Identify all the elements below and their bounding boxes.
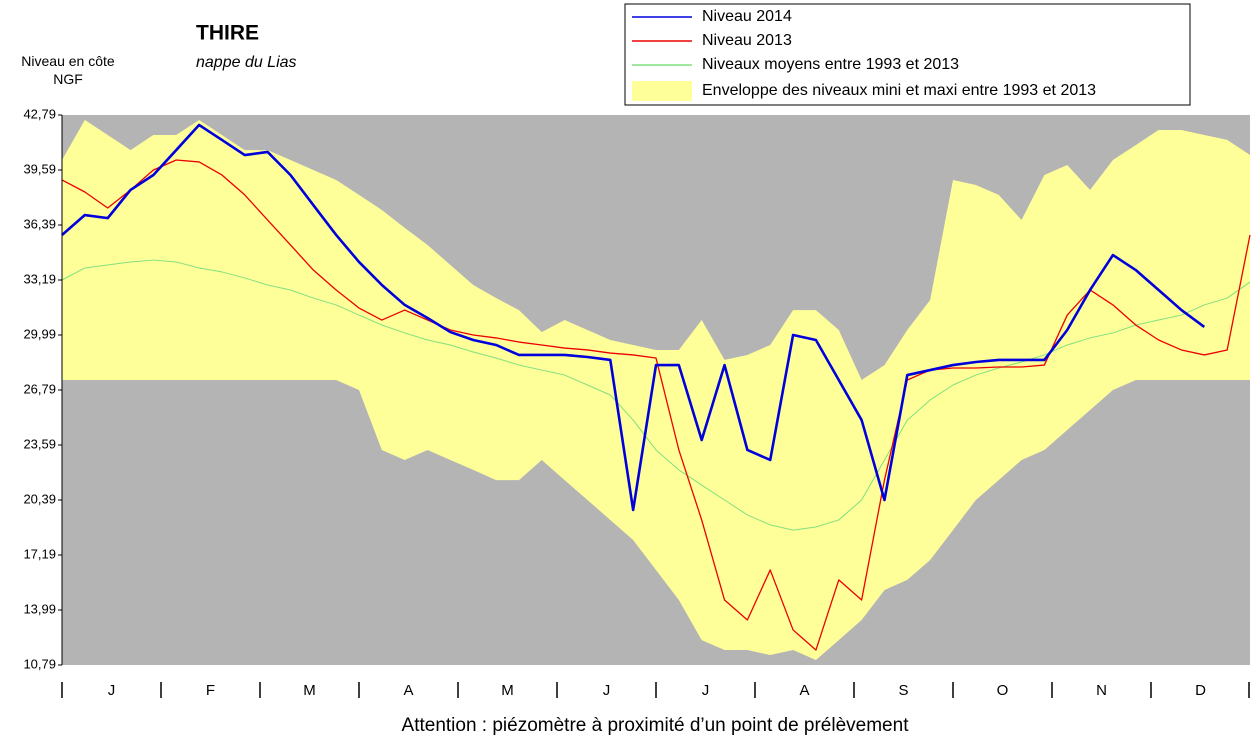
legend-box: [624, 3, 1191, 106]
x-tick-label: J: [603, 682, 611, 699]
x-tick-label: O: [997, 682, 1009, 699]
x-tick-label: F: [206, 682, 215, 699]
legend-label: Enveloppe des niveaux mini et maxi entre…: [702, 82, 1096, 99]
y-tick-label: 42,79: [23, 106, 56, 121]
y-tick-label: 26,79: [23, 381, 56, 396]
x-tick-label: M: [303, 682, 316, 699]
x-tick-label: J: [108, 682, 116, 699]
y-tick-label: 39,59: [23, 161, 56, 176]
chart-title: THIRE: [196, 22, 259, 45]
y-tick-label: 17,19: [23, 546, 56, 561]
legend-swatch: [632, 81, 692, 101]
y-tick-label: 29,99: [23, 326, 56, 341]
series-line: [61, 123, 1206, 512]
legend-label: Niveaux moyens entre 1993 et 2013: [702, 56, 959, 73]
y-tick-label: 13,99: [23, 601, 56, 616]
y-axis-label: Niveau en côte NGF: [21, 53, 115, 87]
x-tick-label: D: [1195, 682, 1206, 699]
x-tick-label: M: [501, 682, 514, 699]
legend-label: Niveau 2014: [702, 8, 792, 25]
x-tick-label: S: [898, 682, 908, 699]
chart-subtitle: nappe du Lias: [196, 54, 297, 71]
x-tick-label: A: [799, 682, 809, 699]
x-tick-label: N: [1096, 682, 1107, 699]
x-tick-label: J: [702, 682, 710, 699]
envelope-area: [62, 119, 1250, 661]
y-tick-label: 33,19: [23, 271, 56, 286]
y-tick-label: 10,79: [23, 656, 56, 671]
y-tick-label: 20,39: [23, 491, 56, 506]
y-tick-label: 36,39: [23, 216, 56, 231]
legend-label: Niveau 2013: [702, 32, 792, 49]
y-tick-label: 23,59: [23, 436, 56, 451]
x-tick-label: A: [403, 682, 413, 699]
annotation: Attention : piézomètre à proximité d’un …: [402, 715, 910, 736]
